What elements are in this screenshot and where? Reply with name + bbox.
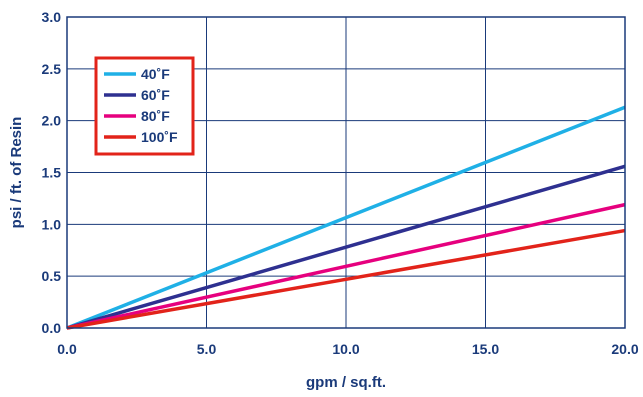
x-tick-label: 20.0 [611,341,638,357]
y-axis-ticks: 0.0 0.5 1.0 1.5 2.0 2.5 3.0 [42,9,62,336]
x-tick-label: 5.0 [197,341,217,357]
y-tick-label: 0.5 [42,268,62,284]
x-tick-label: 15.0 [472,341,499,357]
legend-label: 80˚F [141,108,170,124]
series-lines [66,105,626,330]
legend-label: 40˚F [141,66,170,82]
y-tick-label: 1.5 [42,165,62,181]
legend-label: 60˚F [141,87,170,103]
series-line [66,105,626,330]
x-axis-ticks: 0.0 5.0 10.0 15.0 20.0 [57,341,639,357]
y-tick-label: 1.0 [42,216,62,232]
legend-label: 100˚F [141,129,178,145]
series-line [66,202,626,330]
x-tick-label: 0.0 [57,341,77,357]
series-line [66,164,626,330]
y-tick-label: 0.0 [42,320,62,336]
y-tick-label: 2.5 [42,61,62,77]
y-axis-label: psi / ft. of Resin [8,117,25,229]
y-tick-label: 3.0 [42,9,62,25]
plot-area [66,16,626,329]
series-line [66,228,626,330]
y-tick-label: 2.0 [42,113,62,129]
x-tick-label: 10.0 [332,341,359,357]
x-axis-label: gpm / sq.ft. [306,374,386,391]
legend: 40˚F 60˚F 80˚F 100˚F [94,56,195,156]
